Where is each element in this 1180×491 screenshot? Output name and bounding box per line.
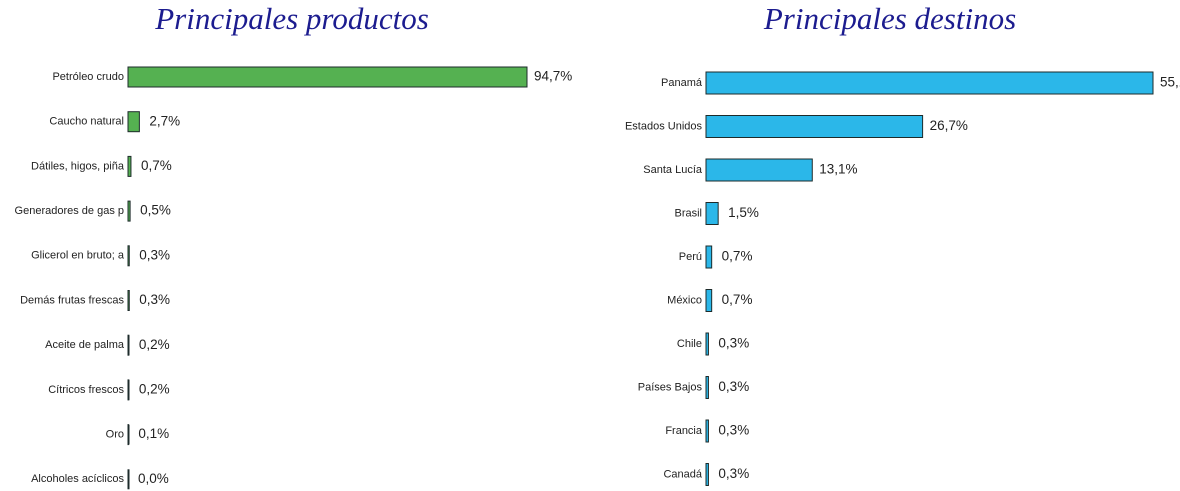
value-label: 0,7% (722, 249, 753, 264)
category-label: Caucho natural (49, 116, 124, 128)
category-label: Glicerol en bruto; a (31, 250, 125, 262)
bar (705, 376, 709, 399)
chart-title: Principales destinos (763, 1, 1016, 36)
category-label: Estados Unidos (625, 120, 703, 132)
value-label: 0,3% (139, 292, 170, 307)
category-label: Brasil (674, 207, 702, 219)
value-label: 0,3% (718, 379, 749, 394)
bar (127, 66, 528, 88)
value-label: 55,1% (1160, 75, 1180, 90)
value-label: 0,3% (139, 247, 170, 262)
value-label: 0,2% (139, 337, 170, 352)
bar (705, 332, 709, 356)
category-label: Generadores de gas p (15, 205, 124, 217)
category-label: Alcoholes acíclicos (31, 473, 124, 485)
value-label: 0,3% (718, 423, 749, 438)
category-label: Canadá (663, 468, 702, 480)
bar (705, 158, 813, 182)
category-label: Aceite de palma (45, 339, 125, 351)
chart-title: Principales productos (154, 1, 429, 36)
category-label: Panamá (661, 77, 703, 89)
value-label: 0,0% (138, 471, 169, 486)
value-label: 0,7% (722, 292, 753, 307)
category-label: Francia (665, 425, 703, 437)
category-label: Cítricos frescos (48, 384, 124, 396)
value-label: 94,7% (534, 69, 572, 84)
category-label: Chile (677, 338, 702, 350)
category-label: Oro (106, 429, 124, 441)
category-label: Santa Lucía (643, 164, 703, 176)
category-label: Países Bajos (638, 381, 703, 393)
bar (705, 419, 709, 443)
value-label: 26,7% (930, 118, 968, 133)
value-label: 0,1% (138, 426, 169, 441)
value-label: 0,3% (718, 466, 749, 481)
category-label: Petróleo crudo (52, 71, 124, 83)
bar (127, 111, 140, 133)
bar (705, 463, 709, 486)
value-label: 0,7% (141, 158, 172, 173)
bar (705, 115, 924, 138)
value-label: 13,1% (819, 162, 857, 177)
bar (705, 202, 719, 225)
bar (127, 245, 130, 267)
category-label: Dátiles, higos, piña (31, 160, 125, 172)
value-label: 0,2% (139, 381, 170, 396)
value-label: 2,7% (149, 113, 180, 128)
bar (127, 290, 130, 311)
bar (127, 334, 130, 356)
value-label: 1,5% (728, 205, 759, 220)
bar (705, 71, 1154, 95)
category-label: México (667, 294, 702, 306)
category-label: Perú (679, 251, 702, 263)
category-label: Demás frutas frescas (20, 294, 124, 306)
bar (705, 245, 713, 269)
bar (127, 379, 130, 401)
bar (127, 155, 132, 177)
value-label: 0,3% (718, 336, 749, 351)
value-label: 0,5% (140, 203, 171, 218)
bar (705, 289, 713, 312)
bar (127, 200, 131, 222)
